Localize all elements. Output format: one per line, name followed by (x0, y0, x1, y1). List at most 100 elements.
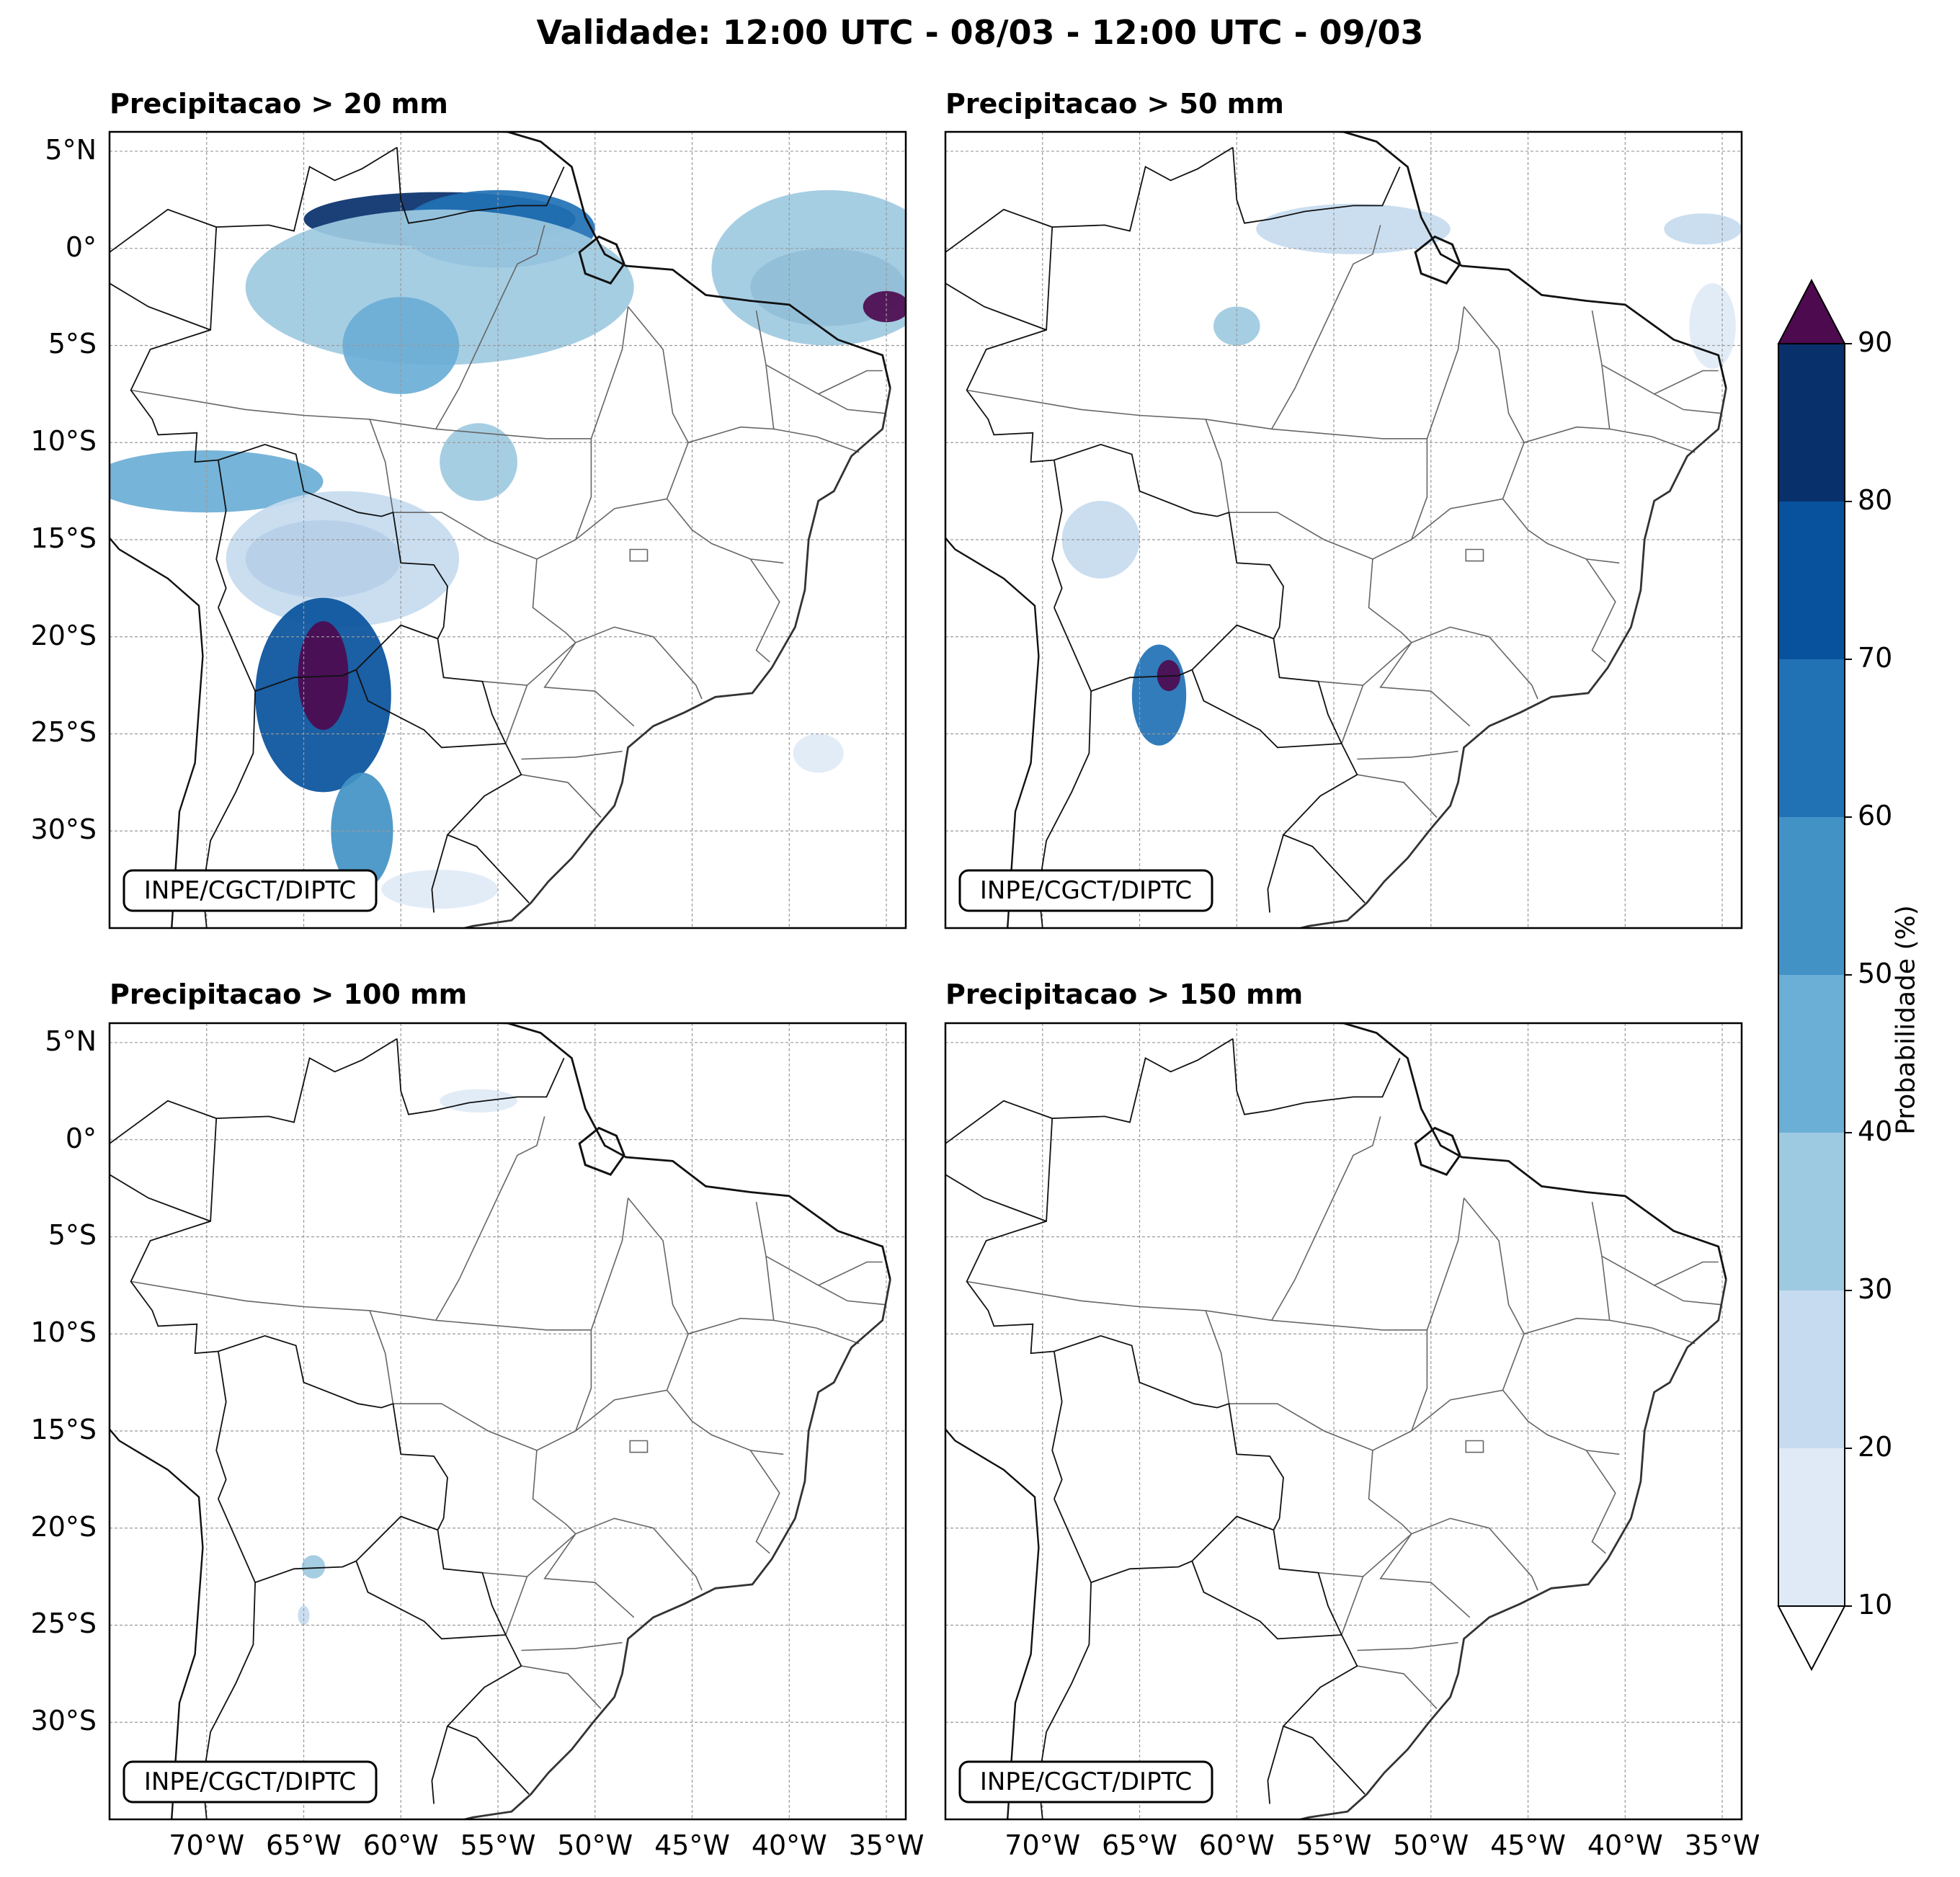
lat-tick-label: 15°S (30, 522, 97, 554)
colorbar-segment (1778, 1290, 1845, 1448)
state-border (1379, 1533, 1471, 1618)
lat-tick-label: 10°S (30, 1316, 97, 1349)
precip-area (440, 1089, 517, 1113)
map-background (110, 1023, 906, 1819)
lat-tick-label: 5°N (45, 1025, 97, 1057)
state-border (1502, 1389, 1620, 1455)
colorbar-tick-label: 90 (1858, 326, 1893, 358)
lat-tick-label: 20°S (30, 619, 97, 651)
lon-tick-label: 40°W (751, 1829, 827, 1861)
state-border (1585, 558, 1616, 663)
state-border (521, 750, 623, 760)
state-border (1271, 225, 1381, 429)
state-border (575, 1517, 703, 1591)
credit-text: INPE/CGCT/DIPTC (980, 1767, 1192, 1796)
precip-area (1131, 644, 1187, 746)
country-border (966, 1038, 1366, 1795)
lat-tick-label: 25°S (30, 716, 97, 749)
credit-box: INPE/CGCT/DIPTC (958, 1760, 1213, 1804)
lon-tick-label: 50°W (557, 1829, 633, 1861)
country-border (110, 282, 211, 331)
colorbar-tick-label: 50 (1858, 958, 1893, 989)
state-border (1465, 1440, 1484, 1453)
country-border (945, 1174, 1047, 1222)
state-border (1609, 1319, 1696, 1345)
figure-title: Validade: 12:00 UTC - 08/03 - 12:00 UTC … (536, 13, 1424, 52)
panel-title-20mm: Precipitacao > 20 mm (110, 88, 448, 120)
coastline-pacific (110, 1427, 204, 1819)
country-border (1232, 147, 1401, 224)
colorbar-segment (1778, 344, 1845, 501)
state-border (749, 558, 780, 663)
credit-box-frame (958, 869, 1213, 912)
coastline (482, 1023, 891, 1280)
coastline-pacific (110, 536, 204, 928)
state-border (1502, 498, 1620, 564)
precip-area (793, 734, 844, 773)
lon-tick-label: 35°W (1684, 1829, 1760, 1861)
state-border (1411, 626, 1538, 700)
state-border (666, 1389, 784, 1455)
precip-area (301, 1555, 326, 1579)
precip-area (1689, 283, 1736, 369)
state-border (1341, 685, 1364, 744)
country-border (396, 147, 565, 224)
lon-tick-label: 65°W (266, 1829, 342, 1861)
colorbar-extend-min (1777, 1605, 1846, 1672)
state-border (1601, 1255, 1719, 1286)
state-border (521, 1641, 623, 1651)
state-border (1357, 774, 1438, 818)
map-frame (944, 1022, 1743, 1821)
map-panel-20mm: INPE/CGCT/DIPTC (108, 130, 907, 929)
colorbar-segment (1778, 501, 1845, 659)
colorbar-tick-label: 20 (1858, 1431, 1893, 1463)
state-border (1318, 558, 1412, 686)
state-border (590, 1198, 629, 1331)
lat-tick-label: 5°S (48, 1219, 97, 1252)
state-border (1585, 1450, 1616, 1554)
country-border (945, 282, 1047, 331)
state-border (1426, 306, 1465, 440)
amazon-mouth (1414, 1126, 1461, 1177)
state-border (1465, 548, 1484, 562)
colorbar-tick-label: 10 (1858, 1589, 1893, 1620)
lon-tick-label: 60°W (1198, 1829, 1275, 1861)
state-border (482, 1450, 576, 1577)
credit-text: INPE/CGCT/DIPTC (980, 876, 1192, 905)
state-border (575, 626, 703, 700)
map-frame (108, 130, 907, 929)
credit-box: INPE/CGCT/DIPTC (122, 1760, 378, 1804)
map-frame (944, 130, 1743, 929)
lat-tick-label: 30°S (30, 1705, 97, 1737)
precip-area (1061, 501, 1140, 579)
colorbar (1777, 278, 1852, 1672)
state-border (629, 548, 649, 562)
coastline-pacific (945, 1427, 1040, 1819)
lon-tick-label: 35°W (848, 1829, 925, 1861)
country-border (110, 1100, 217, 1145)
country-border (1267, 1726, 1284, 1804)
state-border (590, 306, 629, 440)
precip-area (1256, 203, 1451, 254)
credit-text: INPE/CGCT/DIPTC (144, 876, 356, 905)
panel-title-150mm: Precipitacao > 150 mm (945, 978, 1304, 1010)
country-border (355, 669, 506, 749)
country-border (130, 146, 530, 904)
country-border (1191, 669, 1342, 749)
credit-box-frame (122, 1760, 378, 1804)
state-border (773, 428, 860, 453)
state-border (1271, 1116, 1381, 1321)
lat-tick-label: 0° (65, 1122, 97, 1154)
state-border (521, 1665, 602, 1709)
colorbar-tick-label: 40 (1858, 1115, 1893, 1147)
credit-box: INPE/CGCT/DIPTC (122, 869, 378, 912)
country-border (130, 1038, 530, 1795)
lon-tick-label: 45°W (654, 1829, 730, 1861)
country-border (1051, 460, 1063, 608)
colorbar-tick-label: 60 (1858, 800, 1893, 832)
lon-tick-label: 60°W (362, 1829, 439, 1861)
country-border (945, 208, 1053, 254)
lat-tick-label: 0° (65, 231, 97, 263)
country-border (110, 208, 217, 254)
coastline (482, 132, 891, 389)
